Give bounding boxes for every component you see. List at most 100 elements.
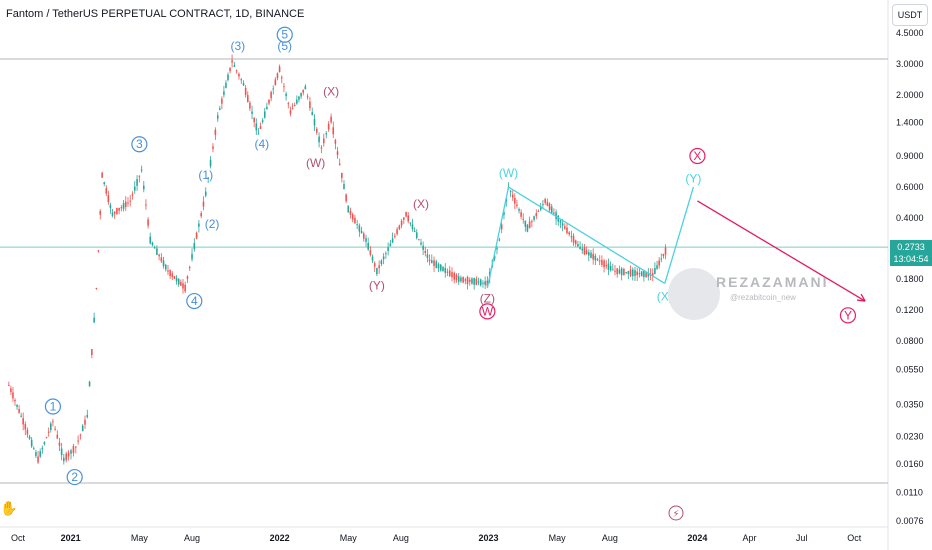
candle-body xyxy=(153,247,156,249)
candle-body xyxy=(550,206,553,214)
candle-body xyxy=(136,178,138,186)
candle-body xyxy=(184,284,186,292)
y-tick-label: 0.0160 xyxy=(896,459,924,469)
candle-body xyxy=(306,96,309,98)
candle-body xyxy=(164,264,167,270)
wave-label: Y xyxy=(844,308,852,322)
candle-body xyxy=(242,83,245,86)
candle-body xyxy=(349,210,352,215)
event-marker[interactable] xyxy=(668,505,684,521)
candle-body xyxy=(385,253,387,255)
candle-body xyxy=(643,270,645,278)
candle-body xyxy=(524,220,527,227)
candle-body xyxy=(407,215,410,222)
candle-body xyxy=(533,216,535,220)
candle-body xyxy=(212,146,214,149)
candle-body xyxy=(418,239,420,241)
candle-body xyxy=(601,259,603,265)
candle-body xyxy=(539,205,542,210)
wave-label: (W) xyxy=(499,166,518,180)
candle-body xyxy=(526,224,529,232)
candle-body xyxy=(251,111,253,114)
candle-body xyxy=(84,419,86,425)
y-tick-label: 0.0550 xyxy=(896,365,924,375)
lightning-icon: ⚡ xyxy=(672,509,679,520)
y-tick-label: 0.0076 xyxy=(896,516,924,526)
candle-body xyxy=(647,272,650,277)
candle-body xyxy=(263,111,266,118)
candle-body xyxy=(175,277,178,282)
candle-body xyxy=(270,92,272,99)
candle-body xyxy=(229,67,231,72)
candle-body xyxy=(162,260,165,267)
candle-body xyxy=(453,272,456,280)
candle-body xyxy=(14,399,16,402)
y-tick-label: 0.9000 xyxy=(896,151,924,161)
candle-body xyxy=(548,203,551,211)
currency-button[interactable]: USDT xyxy=(892,4,928,26)
wave-label: (Y) xyxy=(369,279,385,293)
candle-body xyxy=(577,244,579,247)
y-tick-label: 0.0800 xyxy=(896,336,924,346)
candle-body xyxy=(116,208,118,214)
wave-label-circle xyxy=(479,303,496,320)
candle-body xyxy=(91,349,93,355)
candle-body xyxy=(493,255,496,260)
candle-body xyxy=(122,203,125,209)
candle-body xyxy=(67,452,70,457)
forecast-arrowhead xyxy=(857,293,866,302)
candle-body xyxy=(553,212,555,214)
candle-body xyxy=(140,169,143,171)
wave-label: (Z) xyxy=(480,291,495,305)
candle-body xyxy=(30,439,33,447)
candle-body xyxy=(37,456,39,463)
candle-body xyxy=(477,281,480,283)
candle-body xyxy=(498,239,501,241)
candle-body xyxy=(411,224,414,230)
candle-body xyxy=(367,242,369,250)
candle-body xyxy=(373,263,376,267)
candle-body xyxy=(405,212,407,217)
candle-body xyxy=(627,271,630,274)
candle-body xyxy=(101,172,103,178)
candle-body xyxy=(133,186,136,191)
candle-body xyxy=(255,123,258,131)
candle-body xyxy=(358,225,361,232)
candle-body xyxy=(20,415,22,417)
candle-body xyxy=(156,248,158,255)
candle-body xyxy=(280,77,283,79)
candle-body xyxy=(278,66,281,72)
candle-body xyxy=(351,214,354,220)
candle-body xyxy=(296,99,298,104)
x-tick-label: May xyxy=(549,533,567,543)
tradingview-logo-icon[interactable]: ✋ xyxy=(0,500,18,516)
candle-body xyxy=(195,232,198,239)
wave-label: (5) xyxy=(277,39,292,53)
candle-body xyxy=(455,274,458,281)
candle-body xyxy=(486,280,489,287)
candle-body xyxy=(631,269,634,277)
candle-body xyxy=(572,235,575,243)
candle-body xyxy=(338,163,341,166)
candle-body xyxy=(437,264,440,269)
candle-body xyxy=(235,70,238,72)
candle-body xyxy=(391,238,394,243)
candle-body xyxy=(240,79,243,81)
candle-body xyxy=(188,267,191,269)
candle-body xyxy=(574,240,577,244)
candle-body xyxy=(107,195,110,203)
candle-body xyxy=(537,211,540,213)
wave-line xyxy=(486,186,510,289)
candle-body xyxy=(334,140,337,144)
candle-body xyxy=(528,221,531,229)
candle-body xyxy=(47,431,50,433)
candle-body xyxy=(378,265,380,268)
candle-body xyxy=(468,279,471,282)
candle-body xyxy=(475,278,478,285)
y-tick-label: 0.0110 xyxy=(896,488,923,498)
chart-title: Fantom / TetherUS PERPETUAL CONTRACT, 1D… xyxy=(6,8,305,20)
candle-body xyxy=(75,446,77,448)
candle-body xyxy=(93,317,95,323)
candle-body xyxy=(253,117,255,123)
